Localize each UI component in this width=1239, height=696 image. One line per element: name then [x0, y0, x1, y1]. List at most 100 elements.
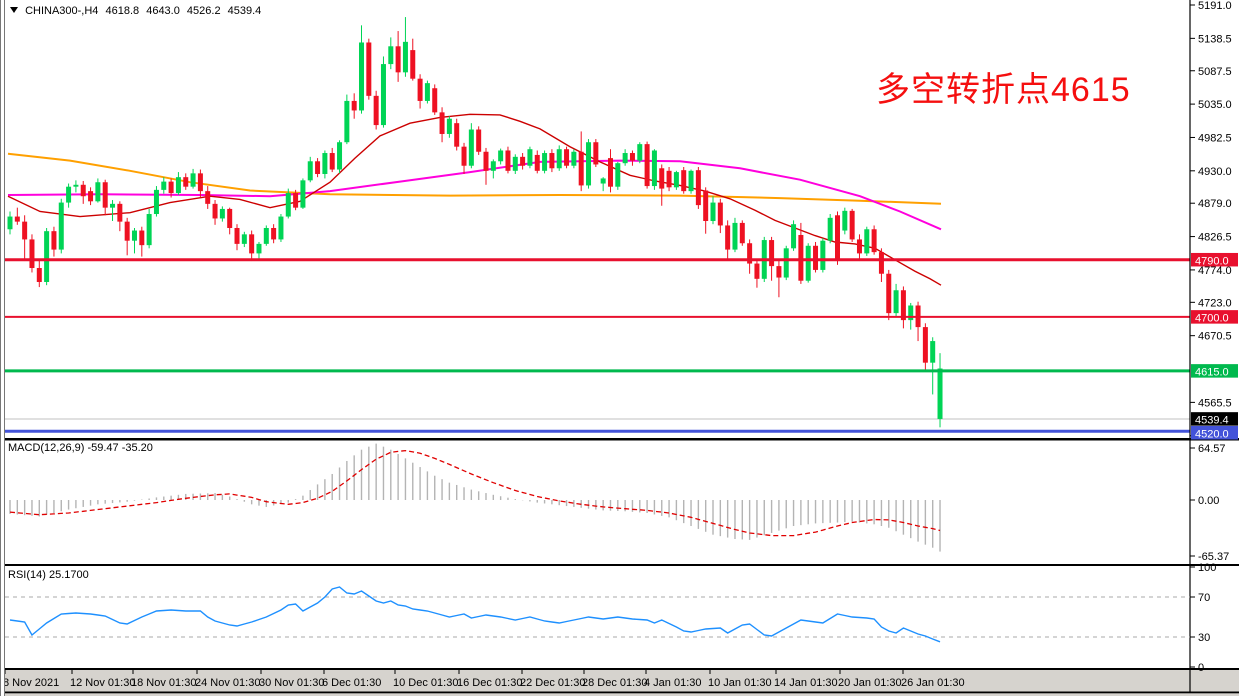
candle-body [139, 230, 145, 246]
candle-body [703, 190, 709, 222]
candle-body [205, 191, 211, 204]
candle-body [249, 234, 255, 254]
close-value: 4539.4 [227, 5, 262, 17]
candle-body [512, 156, 518, 171]
panel-separator [0, 438, 1239, 441]
candle-body [410, 50, 416, 79]
candle-body [644, 144, 650, 187]
price-badge-text: 4700.0 [1195, 312, 1229, 324]
candle-body [520, 156, 526, 166]
macd-signal-line [9, 449, 941, 537]
candle-body [629, 153, 635, 161]
macd-axis-tick-label: -65.37 [1198, 551, 1229, 563]
candle-body [234, 227, 240, 244]
candle-body [695, 170, 701, 206]
candle-body [161, 181, 167, 190]
price-axis-tick-label: 4723.0 [1198, 297, 1232, 309]
candle-body [439, 112, 445, 134]
candle-body [359, 42, 365, 111]
candle-body [88, 191, 94, 202]
candle-body [36, 268, 42, 282]
candle-body [66, 186, 72, 203]
candle-body [241, 234, 247, 244]
candle-body [95, 182, 101, 202]
candle-body [227, 208, 233, 228]
candle-body [300, 180, 306, 208]
candle-body [58, 202, 64, 250]
candle-body [549, 153, 555, 169]
candle-body [498, 150, 504, 162]
candle-body [659, 168, 665, 189]
price-badge [1191, 425, 1238, 440]
candle-body [798, 234, 804, 281]
candle-body [402, 41, 408, 73]
time-axis-line [0, 668, 1239, 670]
candle-body [593, 142, 599, 165]
candle-body [285, 193, 291, 217]
candle-body [263, 227, 269, 244]
candle-body [871, 229, 877, 253]
candle-body [73, 184, 79, 187]
candle-body [783, 248, 789, 278]
window-bottom-line [0, 691, 1239, 694]
candle-body [856, 239, 862, 254]
candle-body [717, 202, 723, 226]
candle-body [468, 129, 474, 166]
candle-body [607, 158, 613, 187]
candle-body [190, 173, 196, 187]
candle-body [351, 100, 357, 111]
candle-body [424, 83, 430, 101]
price-badge-text: 4790.0 [1195, 255, 1229, 267]
candle-body [813, 245, 819, 270]
candle-body [417, 78, 423, 101]
price-axis-tick-label: 4670.5 [1198, 331, 1232, 343]
candle-body [131, 230, 137, 241]
time-axis-label: 12 Nov 01:30 [70, 677, 135, 689]
price-badge [1191, 252, 1238, 267]
candle-body [307, 161, 313, 181]
ma_orange-line [7, 152, 942, 205]
candle-body [117, 203, 123, 222]
candle-body [175, 177, 181, 194]
candle-body [864, 229, 870, 254]
candle-body [146, 214, 152, 246]
candle-body [586, 142, 592, 186]
price-axis-tick-label: 5035.0 [1198, 99, 1232, 111]
candle-body [564, 149, 570, 166]
macd-axis-tick-label: 0.00 [1198, 495, 1219, 507]
candle-body [44, 231, 50, 282]
candle-body [293, 193, 299, 208]
candle-body [337, 142, 343, 170]
time-axis-label: 28 Dec 01:30 [582, 677, 647, 689]
candle-body [893, 290, 899, 314]
current-price-badge [1191, 412, 1238, 426]
candle-body [834, 215, 840, 260]
candle-body [153, 189, 159, 215]
price-badge-text: 4520.0 [1195, 428, 1229, 440]
candle-body [14, 216, 20, 222]
time-axis-label: 16 Dec 01:30 [457, 677, 522, 689]
candle-body [395, 46, 401, 73]
candle-body [197, 173, 203, 192]
symbol-period-label: CHINA300-,H4 [25, 5, 99, 17]
price-axis-tick-label: 5138.5 [1198, 33, 1232, 45]
candle-body [937, 368, 943, 419]
candle-body [666, 170, 672, 188]
rsi-axis-tick-label: 70 [1198, 592, 1210, 604]
candle-body [930, 341, 936, 363]
candle-body [388, 46, 394, 65]
ma_magenta-line [7, 159, 942, 231]
candle-body [571, 151, 577, 166]
candle-body [102, 182, 108, 208]
rsi-line [9, 586, 941, 643]
rsi-axis-tick-label: 100 [1198, 562, 1216, 574]
candle-body [256, 243, 262, 254]
low-value: 4526.2 [186, 5, 221, 17]
candle-body [212, 203, 218, 219]
chart-annotation[interactable]: 多空转折点4615 [876, 71, 1131, 109]
candle-body [600, 178, 606, 184]
candle-body [380, 64, 386, 126]
price-axis-tick-label: 4879.0 [1198, 198, 1232, 210]
candle-body [681, 170, 687, 192]
